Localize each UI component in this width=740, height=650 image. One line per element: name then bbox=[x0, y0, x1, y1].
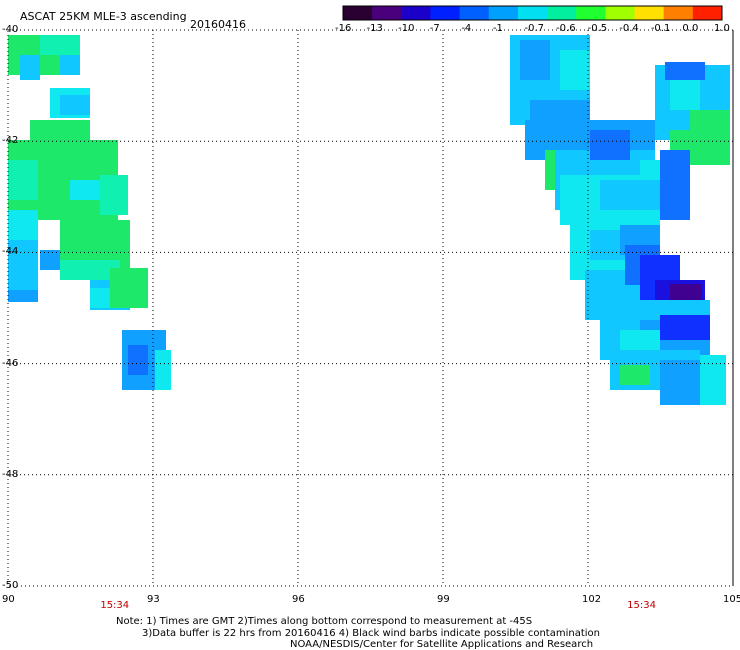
colorbar-swatch bbox=[343, 6, 373, 20]
colorbar-tick-label: 0.0 bbox=[682, 23, 699, 34]
swath-cell bbox=[660, 150, 690, 220]
swath-cell bbox=[8, 160, 38, 200]
swath-cell bbox=[60, 55, 80, 75]
colorbar-swatch bbox=[517, 6, 548, 20]
swath-cell bbox=[670, 80, 700, 110]
map-title: ASCAT 25KM MLE-3 ascending bbox=[20, 10, 187, 23]
colorbar-swatch bbox=[401, 6, 431, 20]
swath-cell bbox=[128, 345, 148, 375]
colorbar-border bbox=[342, 5, 723, 21]
colorbar-tick-label: -1 bbox=[492, 23, 503, 34]
swath-cell bbox=[8, 240, 38, 290]
measurement-time-label: 15:34 bbox=[627, 600, 656, 611]
colorbar-tick-label: 1.0 bbox=[714, 23, 730, 34]
colorbar-swatch bbox=[459, 6, 490, 20]
colorbar-swatch bbox=[692, 6, 723, 20]
map-frame bbox=[7, 29, 734, 587]
swath-cell bbox=[40, 250, 60, 270]
swath-cell bbox=[660, 315, 710, 340]
colorbar-tick-label: -0.7 bbox=[524, 23, 545, 34]
longitude-tick-label: 93 bbox=[147, 594, 160, 605]
footer-note-1: Note: 1) Times are GMT 2)Times along bot… bbox=[116, 616, 533, 627]
swath-cell bbox=[100, 175, 128, 215]
swath-cell bbox=[30, 120, 90, 140]
swath-cell bbox=[620, 365, 650, 385]
swath-cell bbox=[90, 288, 110, 308]
swath-cell bbox=[600, 180, 660, 210]
latitude-tick-label: -50 bbox=[2, 580, 19, 591]
colorbar-tick-label: -13 bbox=[366, 23, 383, 34]
swath-cell bbox=[590, 130, 630, 160]
latitude-tick-label: -48 bbox=[2, 468, 19, 480]
swath-cell bbox=[155, 350, 171, 390]
latitude-tick-label: -40 bbox=[2, 24, 19, 35]
measurement-time-label: 15:34 bbox=[100, 600, 130, 611]
colorbar bbox=[342, 5, 723, 21]
swath-cell bbox=[520, 40, 550, 80]
colorbar-swatch bbox=[488, 6, 519, 20]
colorbar-swatch bbox=[576, 6, 606, 20]
swath-cell bbox=[60, 260, 120, 280]
swath-cell bbox=[60, 95, 90, 115]
map-border bbox=[7, 29, 734, 587]
swath-cell bbox=[670, 130, 700, 150]
colorbar-swatch bbox=[547, 6, 577, 20]
swath-cell bbox=[40, 35, 80, 55]
colorbar-swatch bbox=[663, 6, 694, 20]
swath-cell bbox=[560, 50, 590, 90]
longitude-tick-label: 99 bbox=[437, 594, 450, 605]
swath-cell bbox=[700, 355, 726, 405]
colorbar-tick-label: -7 bbox=[429, 23, 440, 34]
longitude-tick-label: 96 bbox=[292, 594, 305, 605]
colorbar-tick-label: -10 bbox=[398, 23, 415, 34]
colorbar-tick-label: -0.6 bbox=[556, 23, 576, 34]
swath-data bbox=[8, 35, 730, 405]
latitude-tick-label: -46 bbox=[2, 357, 19, 369]
colorbar-tick-label: -16 bbox=[335, 23, 352, 34]
colorbar-tick-label: -0.5 bbox=[587, 23, 608, 34]
swath-cell bbox=[110, 268, 148, 308]
colorbar-tick-label: -0.4 bbox=[619, 23, 639, 34]
longitude-tick-label: 102 bbox=[582, 594, 602, 605]
longitude-tick-label: 105 bbox=[723, 594, 740, 605]
swath-cell bbox=[70, 180, 100, 200]
colorbar-tick-label: -4 bbox=[461, 23, 472, 34]
latitude-tick-label: -42 bbox=[2, 135, 19, 147]
latitude-tick-label: -44 bbox=[2, 246, 19, 258]
swath-cell bbox=[665, 62, 705, 80]
colorbar-swatch bbox=[634, 6, 665, 20]
map-date: 20160416 bbox=[190, 18, 246, 31]
colorbar-swatch bbox=[430, 6, 461, 20]
colorbar-swatch bbox=[372, 6, 402, 20]
colorbar-swatch bbox=[605, 6, 636, 20]
swath-cell bbox=[20, 55, 40, 80]
swath-cell bbox=[620, 330, 660, 350]
swath-cell bbox=[8, 210, 38, 240]
longitude-tick-label: 90 bbox=[2, 594, 15, 605]
footer-credit: NOAA/NESDIS/Center for Satellite Applica… bbox=[290, 639, 594, 650]
swath-cell bbox=[8, 290, 38, 302]
footer-note-2: 3)Data buffer is 22 hrs from 20160416 4)… bbox=[142, 628, 600, 639]
map-grid bbox=[8, 30, 733, 586]
colorbar-tick-label: -0.1 bbox=[650, 23, 671, 34]
